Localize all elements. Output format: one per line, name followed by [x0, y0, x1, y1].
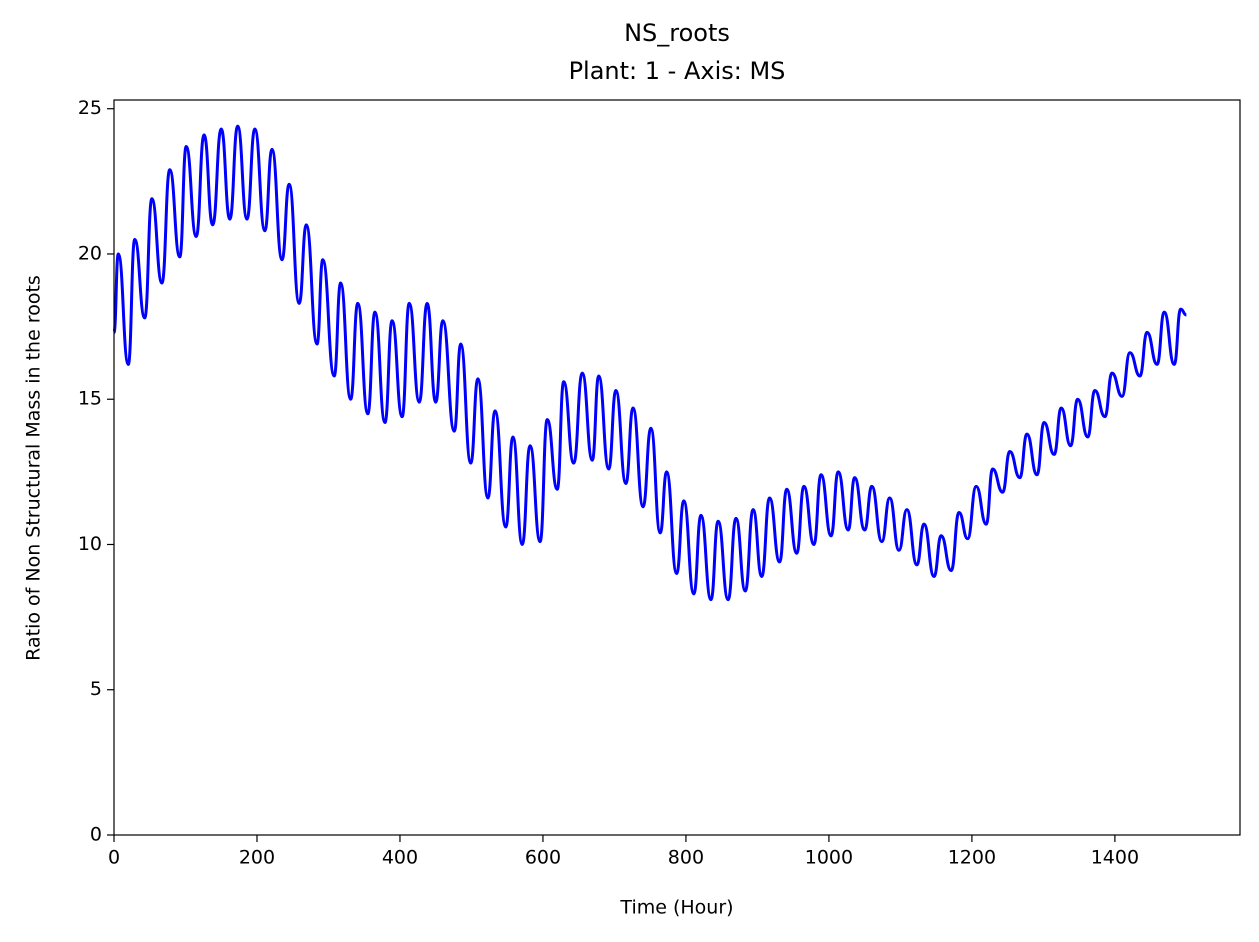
- data-line: [112, 124, 1187, 602]
- y-axis-label: Ratio of Non Structural Mass in the root…: [23, 275, 45, 661]
- x-tick-label: 1000: [805, 847, 853, 869]
- y-tick-label: 5: [90, 678, 102, 700]
- plot-frame: [113, 99, 1241, 836]
- chart-title: NS_roots: [624, 19, 730, 47]
- y-tick-label: 20: [78, 242, 102, 264]
- chart-subtitle: Plant: 1 - Axis: MS: [569, 57, 786, 85]
- x-tick-label: 1400: [1091, 847, 1139, 869]
- y-tick-label: 10: [78, 533, 102, 555]
- x-tick-label: 600: [525, 847, 561, 869]
- y-tick-label: 15: [78, 388, 102, 410]
- x-tick-label: 200: [239, 847, 275, 869]
- x-tick-label: 800: [668, 847, 704, 869]
- x-tick-label: 1200: [948, 847, 996, 869]
- y-tick-label: 25: [78, 97, 102, 119]
- x-tick-label: 400: [382, 847, 418, 869]
- y-tick-label: 0: [90, 824, 102, 846]
- x-tick-label: 0: [108, 847, 120, 869]
- x-axis-label: Time (Hour): [619, 897, 733, 919]
